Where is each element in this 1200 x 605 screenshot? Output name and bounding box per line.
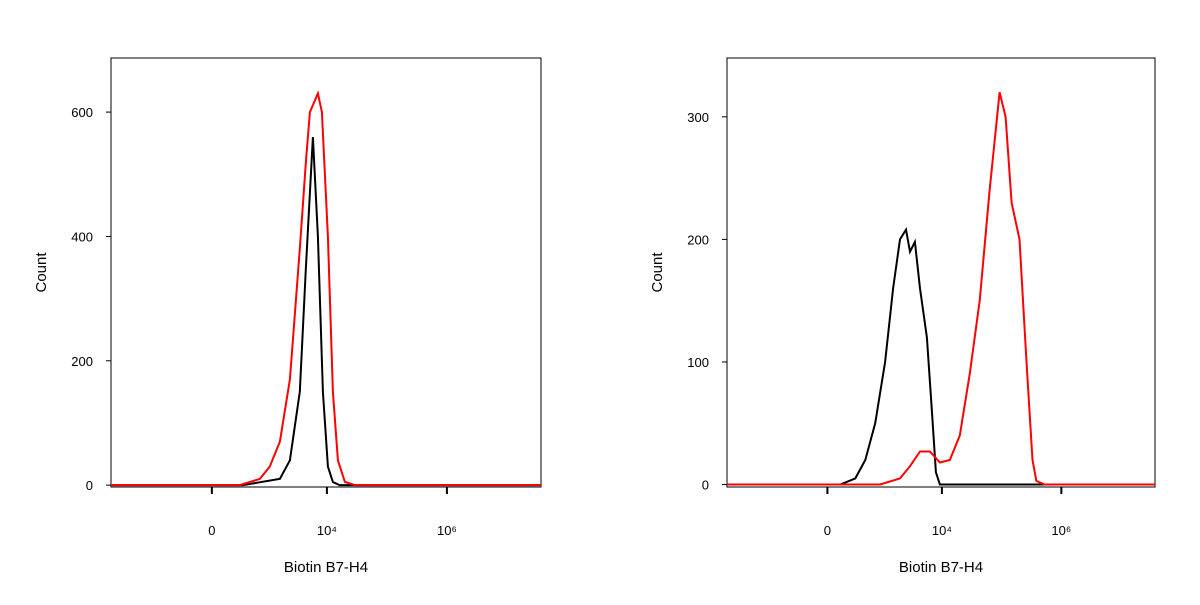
x-tick-label: 0 xyxy=(208,523,215,538)
x-axis-label: Biotin B7-H4 xyxy=(284,559,368,576)
plot-frame xyxy=(726,57,1156,488)
y-tick-label: 200 xyxy=(687,232,709,247)
chart: 0 100 200 300 0 10⁴ 10⁶ Biotin B7-H4 Count xyxy=(649,57,1156,576)
x-tick-label: 10⁶ xyxy=(1051,523,1071,538)
x-tick-label: 10⁴ xyxy=(317,523,337,538)
y-axis-label: Count xyxy=(33,252,50,293)
y-tick-label: 600 xyxy=(71,105,93,120)
x-tick-label: 0 xyxy=(824,523,831,538)
x-tick-label: 10⁶ xyxy=(437,523,457,538)
histogram-line xyxy=(727,226,1155,486)
histogram-line xyxy=(111,90,541,487)
chart: 0 200 400 600 0 10⁴ 10⁶ Biotin B7-H4 Count xyxy=(33,57,542,576)
plot-frame xyxy=(110,57,542,488)
x-axis-label: Biotin B7-H4 xyxy=(899,559,983,576)
histogram-line xyxy=(727,92,1155,486)
y-tick-label: 200 xyxy=(71,354,93,369)
y-tick-label: 100 xyxy=(687,355,709,370)
y-tick-label: 0 xyxy=(86,478,93,493)
y-tick-label: 0 xyxy=(702,478,709,493)
y-tick-label: 300 xyxy=(687,110,709,125)
x-tick-label: 10⁴ xyxy=(932,523,952,538)
histogram-line xyxy=(111,136,541,487)
y-tick-label: 400 xyxy=(71,229,93,244)
y-axis-label: Count xyxy=(649,252,666,293)
